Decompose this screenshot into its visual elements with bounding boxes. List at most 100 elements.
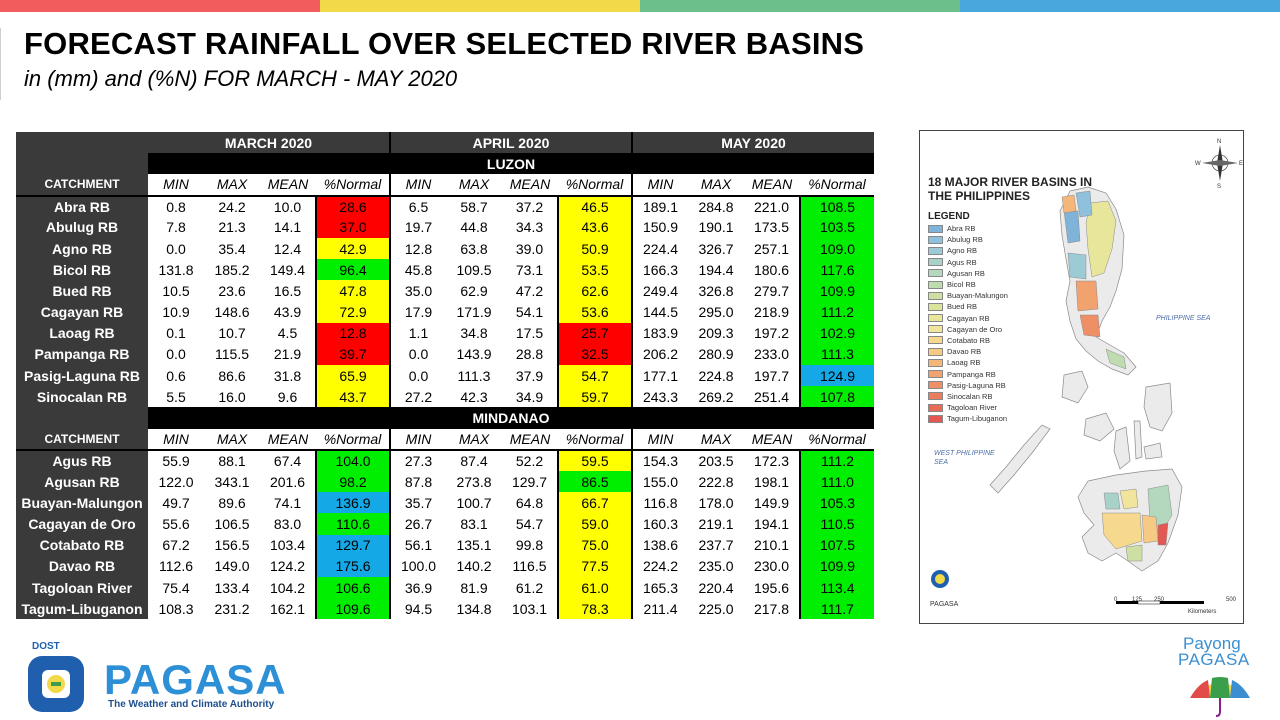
- percent-normal-cell: 77.5: [557, 555, 633, 577]
- rainfall-value-cell: 34.3: [502, 216, 558, 238]
- legend-item: Tagoloan River: [928, 402, 1008, 413]
- rainfall-value-cell: 39.0: [502, 237, 558, 260]
- rainfall-value-cell: 134.8: [446, 598, 502, 620]
- table-row: Abra RB 0.8 24.2 10.0 28.6 6.5 58.7 37.2 46.5 189…: [16, 195, 874, 217]
- catchment-name: Bicol RB: [16, 259, 148, 281]
- rainfall-value-cell: 211.4: [632, 598, 688, 620]
- table-row: Tagum-Libuganon 108.3 231.2 162.1 109.6 94.5 1…: [16, 598, 874, 620]
- rainfall-value-cell: 42.3: [446, 386, 502, 408]
- rainfall-value-cell: 108.3: [148, 598, 204, 620]
- rainfall-value-cell: 116.5: [502, 555, 558, 577]
- catchment-name: Tagoloan River: [16, 576, 148, 599]
- dost-label: DOST: [32, 641, 60, 652]
- rainfall-value-cell: 116.8: [632, 492, 688, 514]
- river-basin-map: N S E W: [919, 130, 1244, 624]
- rainfall-value-cell: 0.0: [148, 343, 204, 366]
- percent-normal-cell: 113.4: [799, 576, 874, 599]
- region-label: MINDANAO: [148, 407, 874, 429]
- legend-label: Tagum-Libuganon: [947, 414, 1008, 424]
- rainfall-value-cell: 143.9: [446, 343, 502, 366]
- percent-normal-cell: 53.6: [557, 301, 633, 323]
- rainfall-value-cell: 34.8: [446, 322, 502, 344]
- percent-normal-cell: 107.5: [799, 534, 874, 556]
- percent-normal-cell: 43.7: [315, 386, 391, 408]
- scale-label-250: 250: [1154, 597, 1165, 603]
- compass-s-label: S: [1217, 184, 1221, 190]
- legend-swatch: [928, 280, 943, 289]
- rainfall-value-cell: 7.8: [148, 216, 204, 238]
- catchment-name: Cagayan RB: [16, 301, 148, 323]
- rainfall-value-cell: 73.1: [502, 259, 558, 281]
- legend-swatch: [928, 370, 943, 379]
- map-legend: Abra RB Abulug RB Agno RB Agus RB Agusan RB B…: [928, 223, 1008, 424]
- map-title: 18 MAJOR RIVER BASINS IN THE PHILIPPINES: [928, 175, 1093, 203]
- column-header: MIN: [632, 428, 688, 451]
- catchment-header: CATCHMENT: [16, 174, 148, 197]
- legend-item: Buayan-Malungon: [928, 290, 1008, 301]
- rainfall-value-cell: 0.0: [148, 237, 204, 260]
- percent-normal-cell: 66.7: [557, 492, 633, 514]
- catchment-name: Sinocalan RB: [16, 386, 148, 408]
- column-header: MIN: [390, 174, 446, 197]
- rainfall-value-cell: 43.9: [260, 301, 316, 323]
- pagasa-logo-icon: [28, 656, 84, 712]
- rainfall-value-cell: 64.8: [502, 492, 558, 514]
- rainfall-value-cell: 34.9: [502, 386, 558, 408]
- rainfall-value-cell: 224.2: [632, 555, 688, 577]
- percent-normal-cell: 59.5: [557, 449, 633, 471]
- rainfall-value-cell: 189.1: [632, 195, 688, 217]
- rainfall-value-cell: 133.4: [204, 576, 260, 599]
- catchment-name: Pampanga RB: [16, 343, 148, 366]
- percent-normal-cell: 61.0: [557, 576, 633, 599]
- region-blank-cell: [16, 407, 148, 429]
- column-header: MAX: [446, 428, 502, 451]
- column-header: MIN: [148, 174, 204, 197]
- table-row: Abulug RB 7.8 21.3 14.1 37.0 19.7 44.8 34.3 43.6…: [16, 216, 874, 238]
- rainfall-value-cell: 172.3: [744, 449, 800, 471]
- rainfall-value-cell: 10.5: [148, 280, 204, 302]
- rainfall-value-cell: 55.9: [148, 449, 204, 471]
- rainfall-value-cell: 103.4: [260, 534, 316, 556]
- top-bar-red: [0, 0, 320, 12]
- legend-item: Agus RB: [928, 257, 1008, 268]
- page-title: FORECAST RAINFALL OVER SELECTED RIVER BA…: [24, 26, 865, 61]
- legend-label: Bicol RB: [947, 280, 976, 290]
- rainfall-value-cell: 54.7: [502, 513, 558, 535]
- column-header: %Normal: [316, 174, 391, 197]
- legend-item: Agusan RB: [928, 268, 1008, 279]
- legend-label: Pampanga RB: [947, 369, 996, 379]
- legend-item: Davao RB: [928, 346, 1008, 357]
- table-row: Cagayan RB 10.9 148.6 43.9 72.9 17.9 171.9 54.1…: [16, 301, 874, 323]
- legend-label: Davao RB: [947, 347, 982, 357]
- column-header: MEAN: [260, 174, 316, 197]
- scale-unit: Kilometers: [1188, 609, 1217, 615]
- rainfall-value-cell: 295.0: [688, 301, 744, 323]
- rainfall-value-cell: 58.7: [446, 195, 502, 217]
- legend-label: Pasig-Laguna RB: [947, 380, 1006, 390]
- basin-agus: [1103, 492, 1121, 510]
- rainfall-value-cell: 109.5: [446, 259, 502, 281]
- region-label: LUZON: [148, 153, 874, 175]
- rainfall-value-cell: 35.4: [204, 237, 260, 260]
- legend-item: Sinocalan RB: [928, 391, 1008, 402]
- percent-normal-cell: 111.0: [799, 471, 874, 493]
- rainfall-value-cell: 195.6: [744, 576, 800, 599]
- rainfall-value-cell: 343.1: [204, 471, 260, 493]
- rainfall-value-cell: 230.0: [744, 555, 800, 577]
- percent-normal-cell: 111.2: [799, 449, 874, 471]
- rainfall-value-cell: 162.1: [260, 598, 316, 620]
- scale-label-500: 500: [1226, 597, 1237, 603]
- rainfall-value-cell: 56.1: [390, 534, 446, 556]
- legend-item: Bued RB: [928, 301, 1008, 312]
- column-header: MIN: [148, 428, 204, 451]
- rainfall-value-cell: 156.5: [204, 534, 260, 556]
- percent-normal-cell: 107.8: [799, 386, 874, 408]
- scale-bar: [1116, 600, 1204, 605]
- rainfall-value-cell: 16.5: [260, 280, 316, 302]
- column-header: MEAN: [744, 428, 800, 451]
- rainfall-value-cell: 10.0: [260, 195, 316, 217]
- percent-normal-cell: 47.8: [315, 280, 391, 302]
- legend-title: LEGEND: [928, 211, 970, 222]
- rainfall-value-cell: 257.1: [744, 237, 800, 260]
- rainfall-value-cell: 140.2: [446, 555, 502, 577]
